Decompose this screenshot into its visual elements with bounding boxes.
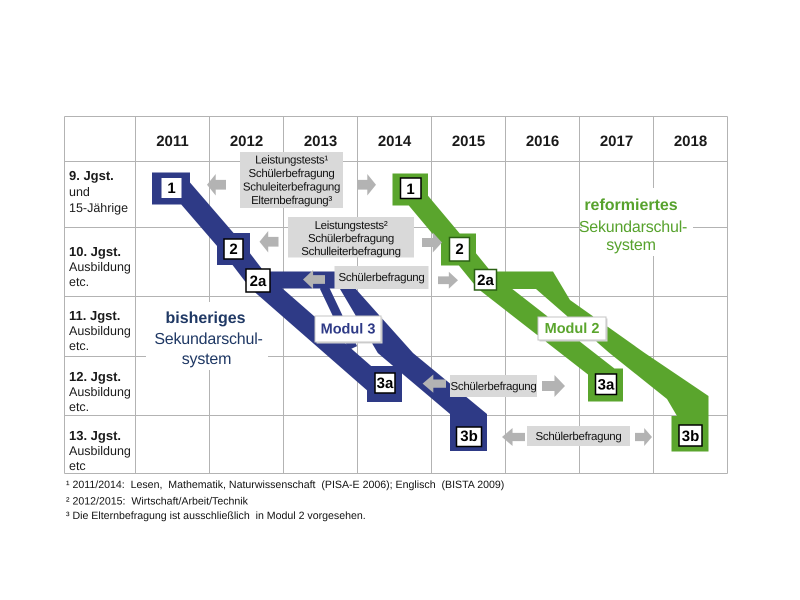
svg-text:Elternbefragung³: Elternbefragung³ [251, 195, 332, 207]
svg-text:2015: 2015 [452, 133, 485, 150]
svg-text:Schuleiterbefragung: Schuleiterbefragung [243, 182, 340, 194]
svg-text:Schulleiterbefragung: Schulleiterbefragung [301, 246, 401, 258]
svg-text:Schülerbefragung: Schülerbefragung [339, 272, 425, 284]
svg-text:Ausbildung: Ausbildung [69, 385, 131, 399]
svg-text:2: 2 [229, 241, 237, 258]
svg-text:2013: 2013 [304, 133, 337, 150]
svg-text:3a: 3a [377, 375, 394, 392]
svg-text:system: system [606, 237, 655, 254]
svg-text:Leistungstests¹: Leistungstests¹ [255, 155, 328, 167]
svg-text:12. Jgst.: 12. Jgst. [69, 369, 121, 384]
svg-text:reformiertes: reformiertes [584, 197, 677, 214]
svg-text:2012: 2012 [230, 133, 263, 150]
svg-text:1: 1 [406, 181, 414, 198]
svg-text:13. Jgst.: 13. Jgst. [69, 428, 121, 443]
svg-text:9. Jgst.: 9. Jgst. [69, 168, 114, 183]
svg-text:2014: 2014 [378, 133, 412, 150]
svg-text:Sekundarschul-: Sekundarschul- [579, 219, 687, 236]
svg-text:bisheriges: bisheriges [165, 310, 245, 327]
svg-text:etc.: etc. [69, 339, 89, 353]
svg-text:³ Die Elternbefragung ist auss: ³ Die Elternbefragung ist ausschließlich… [66, 510, 366, 522]
svg-text:2a: 2a [250, 273, 267, 290]
svg-text:3b: 3b [460, 428, 478, 445]
svg-text:¹ 2011/2014: Lesen, Mathemat: ¹ 2011/2014: Lesen, Mathematik, Naturwis… [66, 479, 504, 491]
svg-text:15-Jährige: 15-Jährige [69, 201, 128, 215]
svg-text:Modul 3: Modul 3 [321, 322, 376, 338]
svg-text:3a: 3a [598, 377, 615, 394]
svg-text:2016: 2016 [526, 133, 559, 150]
svg-text:10. Jgst.: 10. Jgst. [69, 244, 121, 259]
svg-text:Schülerbefragung: Schülerbefragung [536, 431, 622, 443]
svg-text:Sekundarschul-: Sekundarschul- [154, 331, 262, 348]
svg-text:Ausbildung: Ausbildung [69, 324, 131, 338]
svg-text:Leistungstests²: Leistungstests² [315, 220, 388, 232]
svg-text:Schülerbefragung: Schülerbefragung [249, 168, 335, 180]
svg-text:system: system [182, 351, 231, 368]
svg-text:Schülerbefragung: Schülerbefragung [308, 233, 394, 245]
svg-text:und: und [69, 185, 90, 199]
svg-text:etc.: etc. [69, 400, 89, 414]
svg-text:² 2012/2015: Wirtschaft/Arbei: ² 2012/2015: Wirtschaft/Arbeit/Technik [66, 496, 249, 508]
svg-text:Modul 2: Modul 2 [545, 321, 600, 337]
svg-text:2018: 2018 [674, 133, 707, 150]
svg-text:2a: 2a [477, 272, 494, 289]
svg-text:3b: 3b [682, 428, 700, 445]
svg-text:Ausbildung: Ausbildung [69, 444, 131, 458]
svg-text:Ausbildung: Ausbildung [69, 260, 131, 274]
svg-text:2011: 2011 [156, 133, 189, 150]
svg-text:1: 1 [167, 180, 175, 197]
svg-text:Schülerbefragung: Schülerbefragung [451, 381, 537, 393]
svg-text:11. Jgst.: 11. Jgst. [69, 308, 120, 323]
svg-text:etc.: etc. [69, 275, 89, 289]
svg-text:2017: 2017 [600, 133, 633, 150]
svg-text:2: 2 [455, 241, 463, 258]
svg-text:etc: etc [69, 459, 86, 473]
